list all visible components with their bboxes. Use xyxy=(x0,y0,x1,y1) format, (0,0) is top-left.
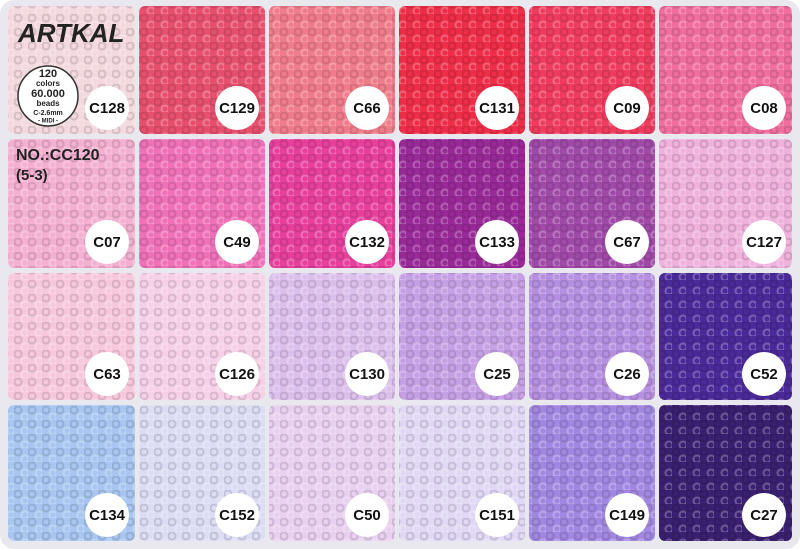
label-circle xyxy=(742,86,786,130)
compartment: C50 xyxy=(269,405,395,541)
compartment: C131 xyxy=(399,6,525,134)
compartment: C27 xyxy=(659,405,792,541)
compartment: C07 xyxy=(8,139,135,268)
badge-text: 120 xyxy=(39,68,57,80)
model-number: NO.:CC120 xyxy=(16,147,100,164)
label-circle xyxy=(475,220,519,264)
label-circle xyxy=(85,493,129,537)
color-code: C50 xyxy=(353,507,381,524)
compartment: C25 xyxy=(399,273,525,400)
badge-text: - MIDI - xyxy=(38,119,58,125)
color-code: C63 xyxy=(93,366,121,383)
compartment: C127 xyxy=(659,139,792,268)
compartment: C08 xyxy=(659,6,792,134)
color-code: C133 xyxy=(479,234,515,251)
label-circle xyxy=(85,86,129,130)
label-circle xyxy=(215,86,259,130)
color-code: C151 xyxy=(479,507,515,524)
label-circle xyxy=(215,352,259,396)
label-circle xyxy=(742,493,786,537)
label-circle xyxy=(215,220,259,264)
color-code: C131 xyxy=(479,100,515,117)
label-circle xyxy=(475,493,519,537)
label-circle xyxy=(85,352,129,396)
label-circle xyxy=(345,220,389,264)
label-circle xyxy=(742,352,786,396)
color-code: C149 xyxy=(609,507,645,524)
color-code: C130 xyxy=(349,366,385,383)
badge xyxy=(17,65,79,127)
color-code: C26 xyxy=(613,366,641,383)
model-code: (5-3) xyxy=(16,167,48,184)
compartment: C63 xyxy=(8,273,135,400)
badge-text: 60.000 xyxy=(31,88,65,100)
color-code: C126 xyxy=(219,366,255,383)
compartment: C149 xyxy=(529,405,655,541)
color-code: C25 xyxy=(483,366,511,383)
color-code: C08 xyxy=(750,100,778,117)
color-code: C132 xyxy=(349,234,385,251)
color-code: C67 xyxy=(613,234,641,251)
compartment: C151 xyxy=(399,405,525,541)
label-circle xyxy=(345,493,389,537)
color-code: C127 xyxy=(746,234,782,251)
color-code: C128 xyxy=(89,100,125,117)
color-code: C152 xyxy=(219,507,255,524)
label-circle xyxy=(475,86,519,130)
label-circle xyxy=(475,352,519,396)
compartment: C26 xyxy=(529,273,655,400)
label-circle xyxy=(605,86,649,130)
label-circle xyxy=(605,493,649,537)
compartment: C132 xyxy=(269,139,395,268)
color-code: C07 xyxy=(93,234,121,251)
compartment: C129 xyxy=(139,6,265,134)
label-circle xyxy=(742,220,786,264)
label-circle xyxy=(345,86,389,130)
brand: ARTKAL xyxy=(17,18,124,48)
color-code: C49 xyxy=(223,234,251,251)
compartment: C67 xyxy=(529,139,655,268)
label-circle xyxy=(85,220,129,264)
color-code: C134 xyxy=(89,507,126,524)
badge-text: C-2.6mm xyxy=(33,110,63,117)
compartment: C133 xyxy=(399,139,525,268)
compartment: C66 xyxy=(269,6,395,134)
compartment: C130 xyxy=(269,273,395,400)
compartment: C49 xyxy=(139,139,265,268)
compartment: C152 xyxy=(139,405,265,541)
color-code: C52 xyxy=(750,366,778,383)
label-circle xyxy=(605,352,649,396)
label-circle xyxy=(215,493,259,537)
compartment: C134 xyxy=(8,405,135,541)
compartment: C09 xyxy=(529,6,655,134)
color-code: C129 xyxy=(219,100,255,117)
color-code: C09 xyxy=(613,100,641,117)
label-circle xyxy=(605,220,649,264)
color-code: C27 xyxy=(750,507,778,524)
compartment: C52 xyxy=(659,273,792,400)
label-circle xyxy=(345,352,389,396)
compartment: C126 xyxy=(139,273,265,400)
badge-text: beads xyxy=(36,99,60,108)
badge-text: colors xyxy=(36,79,61,88)
color-code: C66 xyxy=(353,100,381,117)
